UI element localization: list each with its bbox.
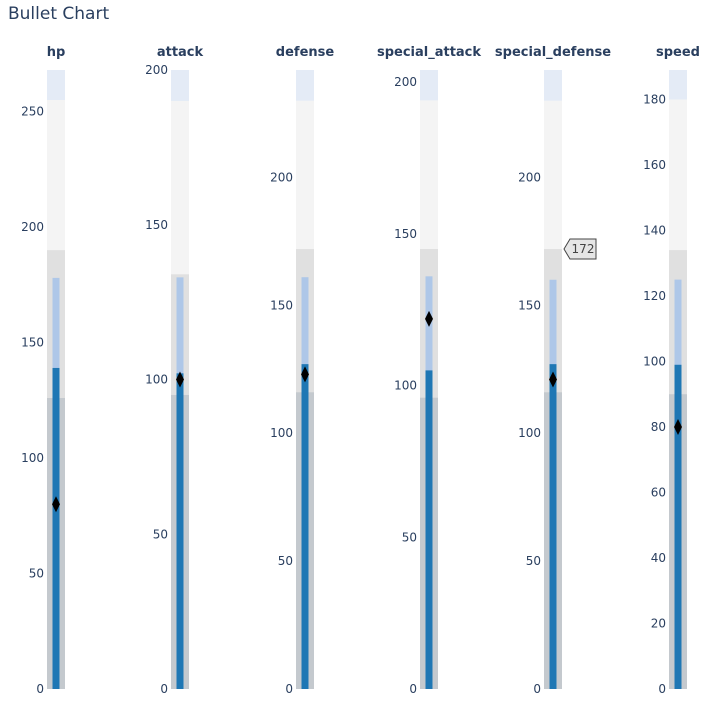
- y-tick-label: 200: [145, 63, 168, 77]
- panel-hp: hp 0 50 100 150 200 250: [21, 45, 65, 696]
- panel-title: defense: [276, 45, 335, 60]
- panel-attack: attack 0 50 100 150 200: [145, 45, 203, 696]
- y-tick-label: 100: [145, 373, 168, 387]
- panel-title: speed: [656, 45, 700, 60]
- measure-primary-bar: [549, 364, 557, 689]
- y-tick-label: 60: [651, 485, 666, 499]
- panel-title: attack: [157, 45, 204, 60]
- y-tick-label: 0: [160, 682, 168, 696]
- panel-special-defense: special_defense 0 50 100 150 200 172: [495, 45, 611, 696]
- y-tick-label: 200: [394, 75, 417, 89]
- y-tick-label: 140: [643, 223, 666, 237]
- panel-speed: speed 0 20 40 60 80 100 120 140 160 180: [643, 45, 700, 696]
- measure-primary-bar: [425, 370, 433, 689]
- y-tick-label: 200: [21, 220, 44, 234]
- measure-primary-bar: [674, 364, 682, 689]
- y-tick-label: 0: [533, 682, 541, 696]
- y-tick-label: 50: [526, 554, 541, 568]
- target-marker: [549, 371, 557, 388]
- y-tick-label: 150: [394, 227, 417, 241]
- panel-special-attack: special_attack 0 50 100 150 200: [377, 45, 481, 696]
- y-tick-label: 120: [643, 289, 666, 303]
- y-tick-label: 50: [402, 530, 417, 544]
- y-tick-label: 100: [643, 354, 666, 368]
- y-tick-label: 40: [651, 551, 666, 565]
- y-tick-label: 100: [394, 379, 417, 393]
- y-tick-label: 200: [518, 170, 541, 184]
- y-tick-label: 150: [145, 218, 168, 232]
- y-tick-label: 20: [651, 616, 666, 630]
- y-tick-label: 200: [270, 170, 293, 184]
- y-tick-label: 100: [270, 426, 293, 440]
- y-tick-label: 0: [409, 682, 417, 696]
- target-marker: [425, 310, 433, 327]
- y-tick-label: 0: [36, 682, 44, 696]
- y-tick-label: 50: [278, 554, 293, 568]
- y-tick-label: 150: [270, 298, 293, 312]
- target-marker: [52, 496, 60, 513]
- y-tick-label: 0: [285, 682, 293, 696]
- panel-title: special_attack: [377, 45, 481, 60]
- panel-title: special_defense: [495, 45, 611, 60]
- hover-tooltip-text: 172: [572, 242, 595, 256]
- measure-primary-bar: [301, 364, 309, 689]
- y-tick-label: 100: [518, 426, 541, 440]
- y-tick-label: 180: [643, 92, 666, 106]
- target-marker: [176, 371, 184, 388]
- y-tick-label: 50: [29, 567, 44, 581]
- measure-primary-bar: [52, 367, 60, 689]
- panel-defense: defense 0 50 100 150 200: [270, 45, 334, 696]
- panel-title: hp: [47, 45, 66, 60]
- y-tick-label: 150: [518, 298, 541, 312]
- y-tick-label: 80: [651, 420, 666, 434]
- y-tick-label: 160: [643, 158, 666, 172]
- y-tick-label: 50: [153, 527, 168, 541]
- hover-tooltip-box: [563, 238, 597, 260]
- y-tick-label: 150: [21, 336, 44, 350]
- y-tick-label: 100: [21, 451, 44, 465]
- target-marker: [674, 418, 682, 435]
- y-tick-label: 0: [658, 682, 666, 696]
- target-marker: [301, 366, 309, 383]
- hover-tooltip: 172: [563, 238, 597, 260]
- y-tick-label: 250: [21, 105, 44, 119]
- chart-title: Bullet Chart: [8, 4, 110, 24]
- measure-primary-bar: [176, 373, 184, 689]
